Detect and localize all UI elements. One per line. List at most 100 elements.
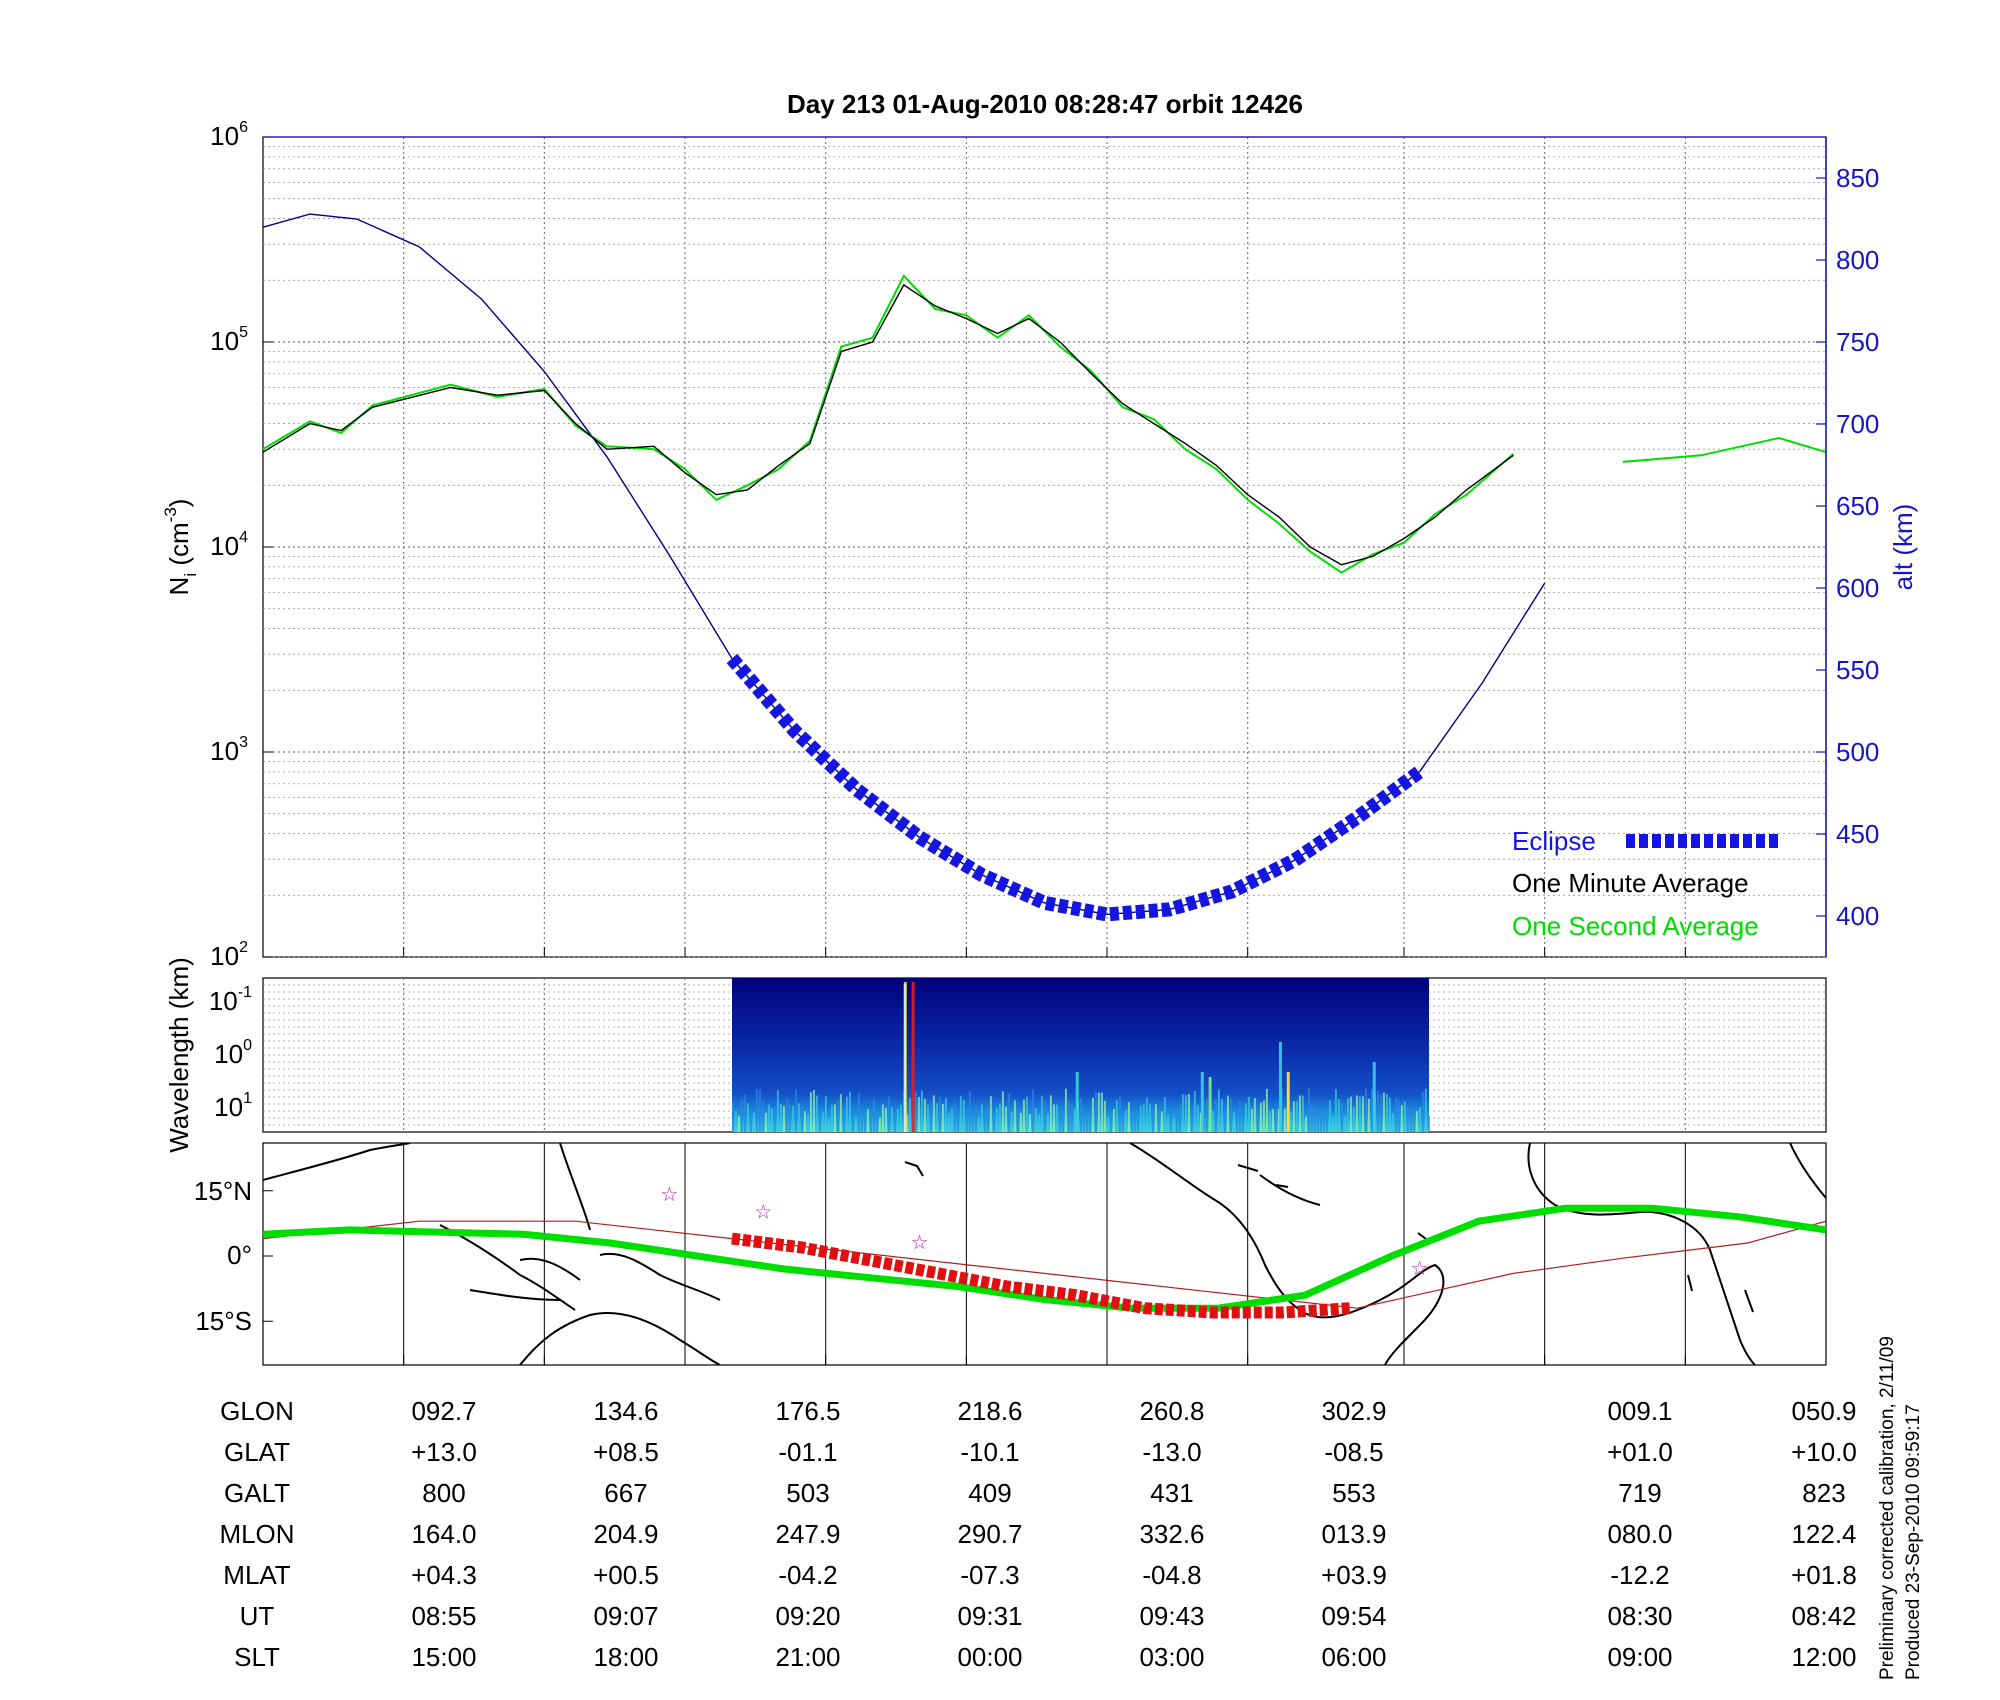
spectrogram-column [1178,1104,1181,1132]
legend: Eclipse One Minute Average One Second Av… [1512,826,1778,941]
table-cell: +08.5 [593,1437,659,1467]
spectrogram-column [1211,1110,1214,1132]
spectrogram-column [884,1107,887,1132]
wavelength-panel: 10-1 100 101 Wavelength (km) [164,957,1827,1153]
spectrogram-column [965,1112,968,1132]
spectrogram-column [1121,1114,1124,1132]
table-cell: 09:54 [1321,1601,1386,1631]
spectrogram-column [1253,1098,1256,1132]
spectrogram-column [1058,1107,1061,1132]
spectrogram-column [746,1103,749,1132]
spectrogram-streak [1200,1072,1204,1132]
ground-track-series: ☆ ☆ ☆ ☆ [263,1184,1826,1319]
y-tick-label: 10-1 [209,984,252,1016]
spectrogram-column [968,1091,971,1132]
table-cell: 218.6 [957,1396,1022,1426]
one-second-average-line-segment [1622,436,1826,463]
spectrogram-column [977,1117,980,1132]
spectrogram-column [1187,1094,1190,1132]
spectrogram-column [1388,1097,1391,1132]
spectrogram-column [1175,1108,1178,1132]
table-cell: -07.3 [960,1560,1019,1590]
spectrogram-column [1277,1108,1280,1132]
spectrogram-column [1229,1098,1232,1132]
spectrogram-column [1223,1115,1226,1132]
table-cell: 409 [968,1478,1011,1508]
table-cell: -12.2 [1610,1560,1669,1590]
table-cell: +00.5 [593,1560,659,1590]
spectrogram-column [782,1105,785,1132]
spectrogram-column [1070,1104,1073,1132]
spectrogram-column [767,1104,770,1132]
spectrogram-column [854,1117,857,1132]
spectrogram-column [1247,1096,1250,1132]
spectrogram-column [1109,1116,1112,1132]
spectrogram-column [743,1094,746,1132]
spectrogram-column [986,1106,989,1132]
spectrogram-column [803,1110,806,1132]
spectrogram-column [797,1103,800,1132]
y-tick-label: 105 [210,324,248,356]
density-panel: 102 103 104 105 106 Ni (cm-3) 400 450 500 5… [161,119,1918,971]
eclipse-line [726,653,1424,922]
spectrogram-column [1133,1113,1136,1132]
spectrogram-column [1220,1098,1223,1132]
orbit-parameter-table: GLON GLAT GALT MLON MLAT UT SLT 092.7 +13.0 800 16… [219,1396,1856,1672]
table-cell: -08.5 [1324,1437,1383,1467]
spectrogram-column [896,1108,899,1132]
spectrogram-column [1256,1117,1259,1132]
table-cell: 667 [604,1478,647,1508]
altitude-tick-label: 650 [1836,491,1879,521]
spectrogram-column [956,1112,959,1132]
spectrogram-column [995,1107,998,1132]
table-cell: -01.1 [778,1437,837,1467]
y-tick-label: 101 [214,1090,252,1122]
table-cell: 260.8 [1139,1396,1204,1426]
spectrogram-column [1424,1088,1427,1132]
spectrogram-column [734,1110,737,1132]
spectrogram-column [869,1113,872,1132]
spectrogram-column [1007,1093,1010,1132]
coastline-indonesia [439,1224,721,1311]
spectrogram-column [1184,1095,1187,1132]
coastline-africa [1527,1143,1826,1365]
spectrogram-column [1196,1105,1199,1132]
spectrogram-column [947,1112,950,1132]
spectrogram-column [974,1105,977,1132]
spectrogram-column [989,1096,992,1132]
table-cell: 290.7 [957,1519,1022,1549]
spectrogram-column [779,1103,782,1132]
spectrogram-features [731,982,1430,1132]
spectrogram-column [875,1114,878,1132]
spectrogram-column [1232,1112,1235,1132]
spectrogram-column [1115,1100,1118,1132]
spectrogram-column [770,1108,773,1132]
altitude-tick-label: 750 [1836,327,1879,357]
spectrogram-column [1079,1098,1082,1132]
spectrogram-column [1031,1089,1034,1132]
spectrogram-column [923,1098,926,1132]
spectrogram-column [842,1110,845,1132]
spectrogram-column [764,1112,767,1132]
spectrogram-column [758,1089,761,1132]
spectrogram-column [1355,1095,1358,1132]
spectrogram-column [1235,1117,1238,1132]
spectrogram-column [905,1114,908,1132]
y-tick-label: 103 [210,734,248,766]
table-cell: 431 [1150,1478,1193,1508]
orbit-track-line [263,1220,1826,1309]
eclipse-ground-track [731,1232,1352,1319]
spectrogram-column [1301,1095,1304,1132]
calibration-note: Preliminary corrected calibration, 2/11/… [1877,1336,1924,1680]
spectrogram-column [1412,1109,1415,1132]
table-cell: 09:20 [775,1601,840,1631]
table-cell: 013.9 [1321,1519,1386,1549]
spectrogram-column [1283,1108,1286,1132]
spectrogram-column [1142,1104,1145,1132]
spectrogram-column [890,1107,893,1132]
table-cell: 122.4 [1791,1519,1856,1549]
table-cell: +01.0 [1607,1437,1673,1467]
spectrogram-column [1361,1096,1364,1132]
density-series [263,213,1826,922]
